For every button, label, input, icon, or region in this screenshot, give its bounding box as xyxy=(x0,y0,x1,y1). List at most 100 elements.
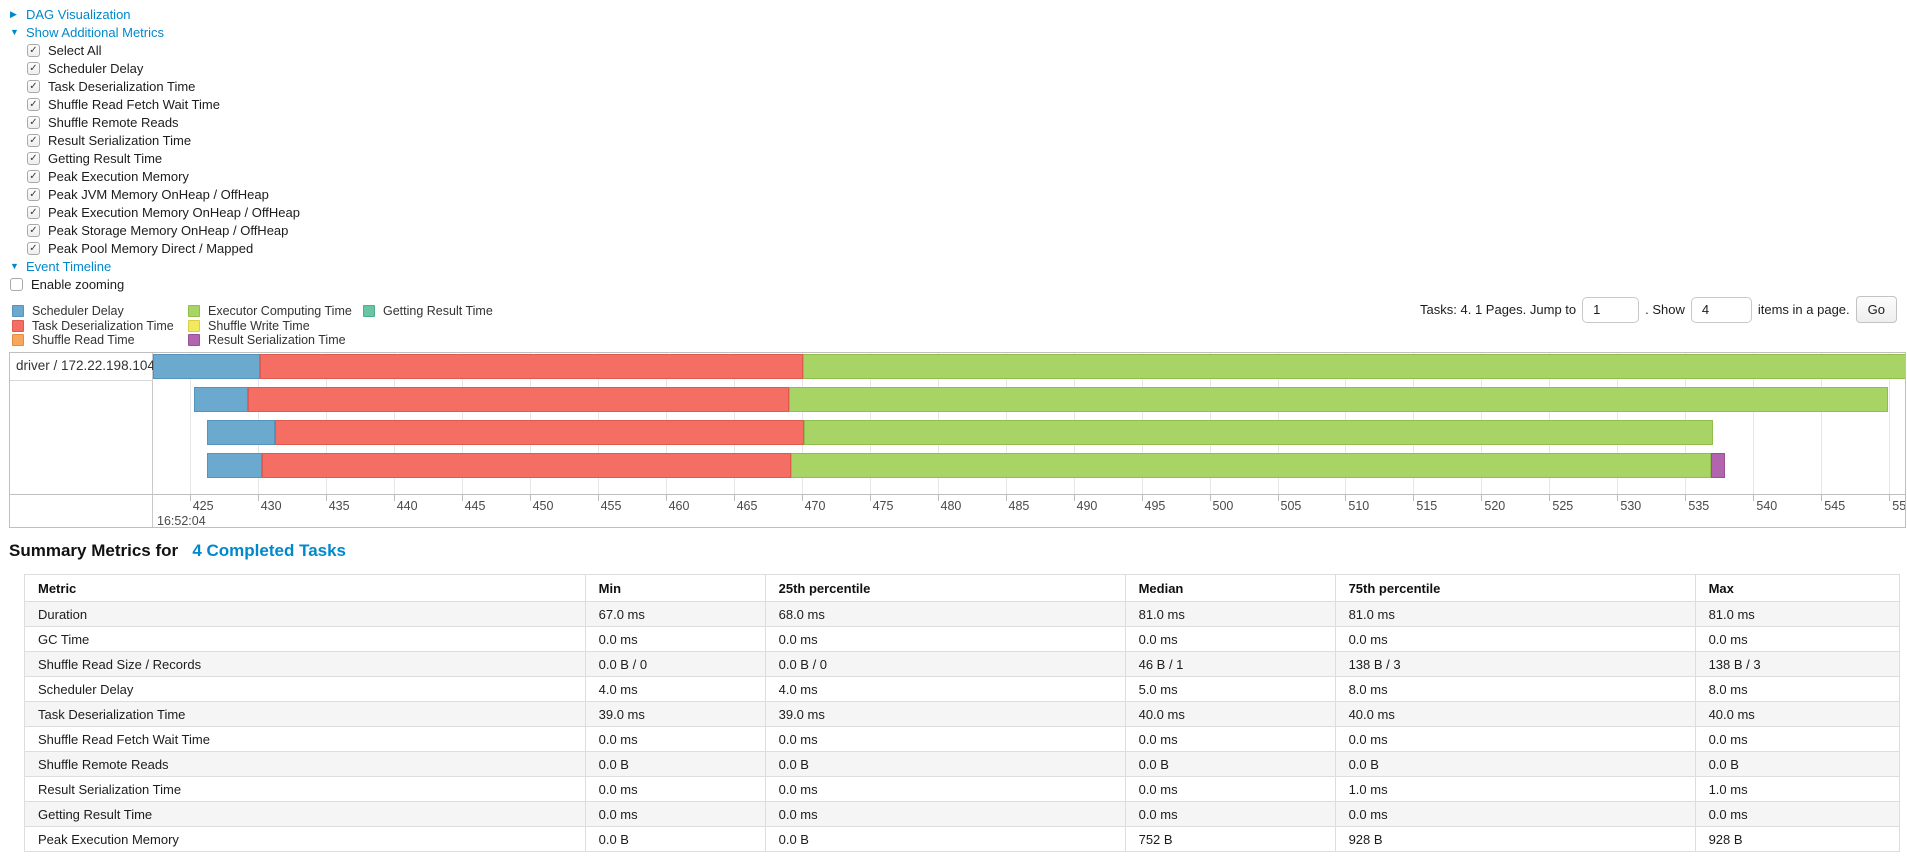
metric-value-cell: 0.0 ms xyxy=(1334,801,1696,827)
task-2-segment-executor-computing-time[interactable] xyxy=(789,387,1888,412)
task-3-segment-scheduler-delay[interactable] xyxy=(207,420,276,445)
task-2-segment-task-deserialization-time[interactable] xyxy=(248,387,790,412)
metric-value-cell: 0.0 ms xyxy=(1694,801,1901,827)
legend-item-getting-result-time: Getting Result Time xyxy=(363,304,493,319)
checkbox-task-deserialization-time[interactable]: ✓ xyxy=(27,79,40,93)
column-header-metric[interactable]: Metric xyxy=(24,574,586,602)
metric-name-cell: Shuffle Remote Reads xyxy=(24,751,586,777)
metric-value-cell: 0.0 ms xyxy=(1334,726,1696,752)
tick-mark-530 xyxy=(1617,495,1619,501)
task-1-segment-task-deserialization-time[interactable] xyxy=(260,354,803,379)
show-additional-metrics-toggle[interactable]: ▼ Show Additional Metrics xyxy=(10,23,300,41)
metric-option-row: ✓ Peak Execution Memory xyxy=(10,167,300,185)
tick-mark-460 xyxy=(665,495,667,501)
legend-item-shuffle-write-time: Shuffle Write Time xyxy=(188,319,363,334)
task-2-segment-scheduler-delay[interactable] xyxy=(193,387,249,412)
task-3-segment-executor-computing-time[interactable] xyxy=(804,420,1713,445)
dag-visualization-toggle[interactable]: ▶ DAG Visualization xyxy=(10,5,300,23)
checkbox-label-getting-result-time: Getting Result Time xyxy=(48,150,163,166)
tick-label-500: 500 xyxy=(1212,499,1234,513)
metric-option-row: ✓ Peak JVM Memory OnHeap / OffHeap xyxy=(10,185,300,203)
task-4-segment-scheduler-delay[interactable] xyxy=(207,453,262,478)
column-header-25th-percentile[interactable]: 25th percentile xyxy=(764,574,1126,602)
legend-item-scheduler-delay: Scheduler Delay xyxy=(12,304,188,319)
metric-value-cell: 4.0 ms xyxy=(584,676,766,702)
task-3-segment-task-deserialization-time[interactable] xyxy=(275,420,805,445)
metric-value-cell: 0.0 ms xyxy=(1124,801,1336,827)
tick-mark-525 xyxy=(1549,495,1551,501)
expanded-arrow-icon: ▼ xyxy=(10,26,19,37)
metric-value-cell: 40.0 ms xyxy=(1124,701,1336,727)
metric-value-cell: 0.0 ms xyxy=(584,776,766,802)
metric-value-cell: 0.0 B xyxy=(1334,751,1696,777)
expanded-arrow-icon: ▼ xyxy=(10,260,19,271)
tick-label-485: 485 xyxy=(1008,499,1030,513)
event-timeline-toggle[interactable]: ▼ Event Timeline xyxy=(10,257,300,275)
tick-label-550: 550 xyxy=(1892,499,1906,513)
metric-value-cell: 0.0 ms xyxy=(764,801,1126,827)
tick-mark-500 xyxy=(1209,495,1211,501)
checkbox-select-all[interactable]: ✓ xyxy=(27,43,40,57)
checkbox-getting-result-time[interactable]: ✓ xyxy=(27,151,40,165)
items-per-page-input[interactable] xyxy=(1690,296,1752,323)
metric-row-duration: Duration 67.0 ms 68.0 ms 81.0 ms 81.0 ms 81.0… xyxy=(24,601,1901,627)
metric-value-cell: 0.0 B xyxy=(584,751,766,777)
metric-value-cell: 0.0 B xyxy=(1124,751,1336,777)
metric-value-cell: 752 B xyxy=(1124,826,1336,852)
tick-label-435: 435 xyxy=(328,499,350,513)
checkbox-scheduler-delay[interactable]: ✓ xyxy=(27,61,40,75)
metric-value-cell: 5.0 ms xyxy=(1124,676,1336,702)
checkbox-peak-pool-memory-direct-mapped[interactable]: ✓ xyxy=(27,241,40,255)
completed-tasks-link[interactable]: 4 Completed Tasks xyxy=(192,541,347,560)
metric-option-row: ✓ Task Deserialization Time xyxy=(10,77,300,95)
task-1-segment-scheduler-delay[interactable] xyxy=(153,354,261,379)
tick-label-505: 505 xyxy=(1280,499,1302,513)
tick-label-465: 465 xyxy=(736,499,758,513)
enable-zooming-checkbox[interactable] xyxy=(10,277,23,291)
checkbox-shuffle-read-fetch-wait-time[interactable]: ✓ xyxy=(27,97,40,111)
checkbox-result-serialization-time[interactable]: ✓ xyxy=(27,133,40,147)
legend-label-shuffle-write-time: Shuffle Write Time xyxy=(208,318,310,333)
legend-label-getting-result-time: Getting Result Time xyxy=(383,304,493,319)
column-header-min[interactable]: Min xyxy=(584,574,766,602)
tick-mark-425 xyxy=(189,495,191,501)
timeline-legend: Scheduler Delay Task Deserialization Time… xyxy=(12,304,493,348)
checkbox-peak-jvm-memory-onheap-offheap[interactable]: ✓ xyxy=(27,187,40,201)
items-per-page-text: items in a page. xyxy=(1757,302,1850,317)
stage-options-panel: ▶ DAG Visualization ▼ Show Additional Me… xyxy=(10,5,300,293)
metric-value-cell: 0.0 B xyxy=(1694,751,1901,777)
task-pagination-controls: Tasks: 4. 1 Pages. Jump to . Show items … xyxy=(1420,296,1897,323)
group-label-divider xyxy=(10,380,153,381)
task-4-segment-result-serialization-time[interactable] xyxy=(1711,453,1725,478)
tick-mark-535 xyxy=(1685,495,1687,501)
column-header-75th-percentile[interactable]: 75th percentile xyxy=(1334,574,1696,602)
metric-value-cell: 40.0 ms xyxy=(1334,701,1696,727)
checkbox-peak-execution-memory[interactable]: ✓ xyxy=(27,169,40,183)
checkbox-shuffle-remote-reads[interactable]: ✓ xyxy=(27,115,40,129)
task-4-segment-task-deserialization-time[interactable] xyxy=(261,453,791,478)
tick-label-425: 425 xyxy=(192,499,214,513)
tick-mark-520 xyxy=(1481,495,1483,501)
checkbox-peak-storage-memory-onheap-offheap[interactable]: ✓ xyxy=(27,223,40,237)
metric-value-cell: 4.0 ms xyxy=(764,676,1126,702)
metric-value-cell: 0.0 ms xyxy=(584,626,766,652)
tick-label-460: 460 xyxy=(668,499,690,513)
tick-mark-470 xyxy=(801,495,803,501)
tick-label-540: 540 xyxy=(1756,499,1778,513)
jump-to-page-input[interactable] xyxy=(1582,296,1640,323)
metric-option-row: ✓ Result Serialization Time xyxy=(10,131,300,149)
task-4-segment-executor-computing-time[interactable] xyxy=(790,453,1712,478)
tick-mark-465 xyxy=(733,495,735,501)
tick-mark-485 xyxy=(1005,495,1007,501)
metric-value-cell: 39.0 ms xyxy=(764,701,1126,727)
checkbox-peak-execution-memory-onheap-offheap[interactable]: ✓ xyxy=(27,205,40,219)
metric-value-cell: 0.0 ms xyxy=(1124,726,1336,752)
tick-label-450: 450 xyxy=(532,499,554,513)
summary-metrics-table: Metric Min 25th percentile Median 75th perce… xyxy=(24,574,1901,852)
task-1-segment-executor-computing-time[interactable] xyxy=(802,354,1905,379)
executor-group-label: driver / 172.22.198.104 xyxy=(16,358,155,373)
column-header-median[interactable]: Median xyxy=(1124,574,1336,602)
go-button[interactable]: Go xyxy=(1855,296,1897,323)
column-header-max[interactable]: Max xyxy=(1694,574,1901,602)
metric-name-cell: Peak Execution Memory xyxy=(24,826,586,852)
